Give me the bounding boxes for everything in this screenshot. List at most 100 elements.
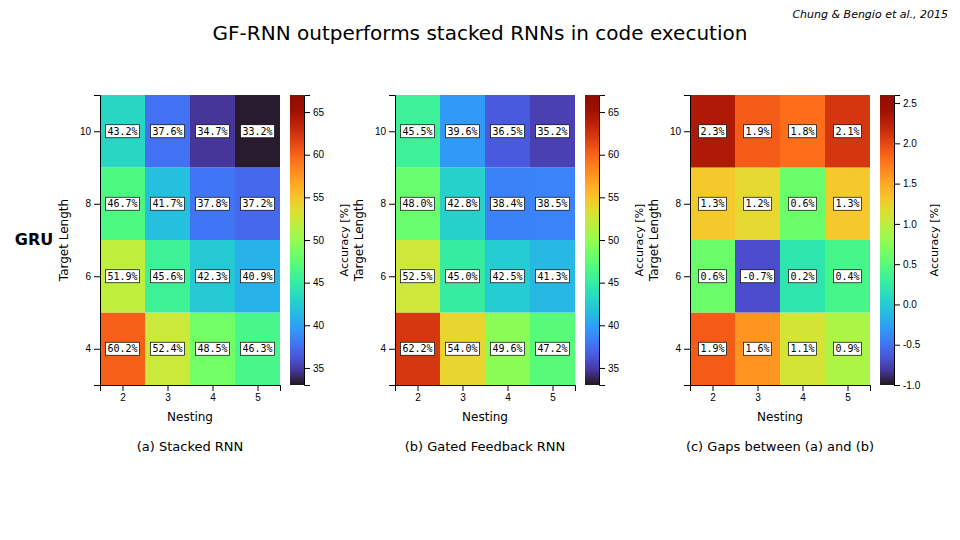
data-label: 1.9% — [700, 343, 724, 354]
heatmap-cell — [735, 95, 780, 168]
tick-mark — [894, 264, 900, 265]
tick-mark — [304, 197, 310, 198]
data-label: 42.3% — [197, 271, 227, 282]
label-box — [490, 270, 524, 283]
label-box — [240, 270, 274, 283]
label-box — [105, 125, 139, 138]
data-label-group: 1.2% — [743, 197, 771, 210]
data-label-group: 38.4% — [490, 197, 524, 210]
heatmap-cell — [530, 240, 575, 313]
data-label-group: 54.0% — [445, 342, 479, 355]
tick-mark — [304, 112, 310, 113]
tick-label: 3 — [460, 392, 466, 403]
data-label: 45.6% — [152, 271, 182, 282]
tick-mark — [304, 325, 310, 326]
heatmap-cell — [825, 313, 870, 386]
data-label-group: 43.2% — [105, 125, 139, 138]
tick: 4 — [380, 343, 395, 354]
colorbar-axis: 35404550556065 — [599, 96, 620, 386]
label-box — [195, 125, 229, 138]
label-box — [240, 125, 274, 138]
axis-line — [94, 96, 101, 386]
heatmap-cell — [235, 313, 280, 386]
data-label: 60.2% — [107, 343, 137, 354]
tick: 1.0 — [894, 219, 917, 230]
tick-mark — [389, 204, 395, 205]
heatmap-cell — [735, 313, 780, 386]
data-label: 33.2% — [242, 126, 272, 137]
data-label: 0.6% — [700, 271, 724, 282]
tick-mark — [758, 385, 759, 391]
label-box — [490, 342, 524, 355]
data-label: 37.2% — [242, 198, 272, 209]
tick-label: 2 — [710, 392, 716, 403]
tick-label: 3 — [755, 392, 761, 403]
data-labels: 60.2%52.4%48.5%46.3%51.9%45.6%42.3%40.9%… — [105, 125, 274, 356]
label-box — [698, 197, 726, 210]
data-label: 35.2% — [537, 126, 567, 137]
tick-label: 4 — [380, 343, 386, 354]
label-box — [400, 197, 434, 210]
tick: -0.5 — [894, 339, 921, 350]
tick: 2.5 — [894, 98, 917, 109]
tick: 4 — [85, 343, 100, 354]
tick-label: 55 — [608, 192, 620, 203]
heatmap-cell — [145, 313, 190, 386]
tick: 0.0 — [894, 299, 917, 310]
label-box — [105, 342, 139, 355]
tick-label: 1.0 — [903, 219, 917, 230]
tick-mark — [599, 155, 605, 156]
tick-mark — [894, 345, 900, 346]
data-label-group: 35.2% — [535, 125, 569, 138]
data-label: 43.2% — [107, 126, 137, 137]
tick: 55 — [304, 192, 325, 203]
label-box — [743, 342, 771, 355]
label-box — [743, 197, 771, 210]
heatmap-cell — [100, 313, 145, 386]
data-label-group: 2.1% — [833, 125, 861, 138]
label-box — [788, 197, 816, 210]
tick: 2 — [710, 385, 716, 403]
tick-label: 2.5 — [903, 98, 917, 109]
data-label-group: 38.5% — [535, 197, 569, 210]
tick-mark — [168, 385, 169, 391]
x-axis: 2345 — [396, 385, 576, 403]
tick: 10 — [375, 126, 395, 137]
tick-label: 4 — [800, 392, 806, 403]
tick-label: 60 — [608, 149, 620, 160]
tick-mark — [894, 304, 900, 305]
heatmap-cell — [190, 95, 235, 168]
data-label: 54.0% — [447, 343, 477, 354]
label-box — [535, 270, 569, 283]
data-label-group: 45.0% — [445, 270, 479, 283]
data-label-group: 37.2% — [240, 197, 274, 210]
row-label: GRU — [15, 230, 53, 249]
data-label-group: 1.3% — [698, 197, 726, 210]
tick-mark — [684, 204, 690, 205]
tick-mark — [418, 385, 419, 391]
label-box — [833, 342, 861, 355]
data-label-group: 41.3% — [535, 270, 569, 283]
data-label-group: 39.6% — [445, 125, 479, 138]
heatmap-cell — [780, 240, 825, 313]
tick: 5 — [550, 385, 556, 403]
label-box — [445, 270, 479, 283]
tick-mark — [123, 385, 124, 391]
tick-mark — [599, 112, 605, 113]
tick: 2 — [415, 385, 421, 403]
heatmap-cell — [690, 313, 735, 386]
data-label-group: 0.2% — [788, 270, 816, 283]
axis-line — [895, 96, 901, 386]
label-box — [490, 197, 524, 210]
tick-label: 6 — [380, 271, 386, 282]
heatmap-cell — [190, 313, 235, 386]
tick-mark — [304, 240, 310, 241]
tick: 3 — [755, 385, 761, 403]
tick: 45 — [304, 277, 325, 288]
tick-mark — [894, 103, 900, 104]
colorbar-axis: 35404550556065 — [304, 96, 325, 386]
data-label: 34.7% — [197, 126, 227, 137]
tick-mark — [94, 204, 100, 205]
heatmap-cell — [395, 95, 440, 168]
tick-mark — [894, 143, 900, 144]
